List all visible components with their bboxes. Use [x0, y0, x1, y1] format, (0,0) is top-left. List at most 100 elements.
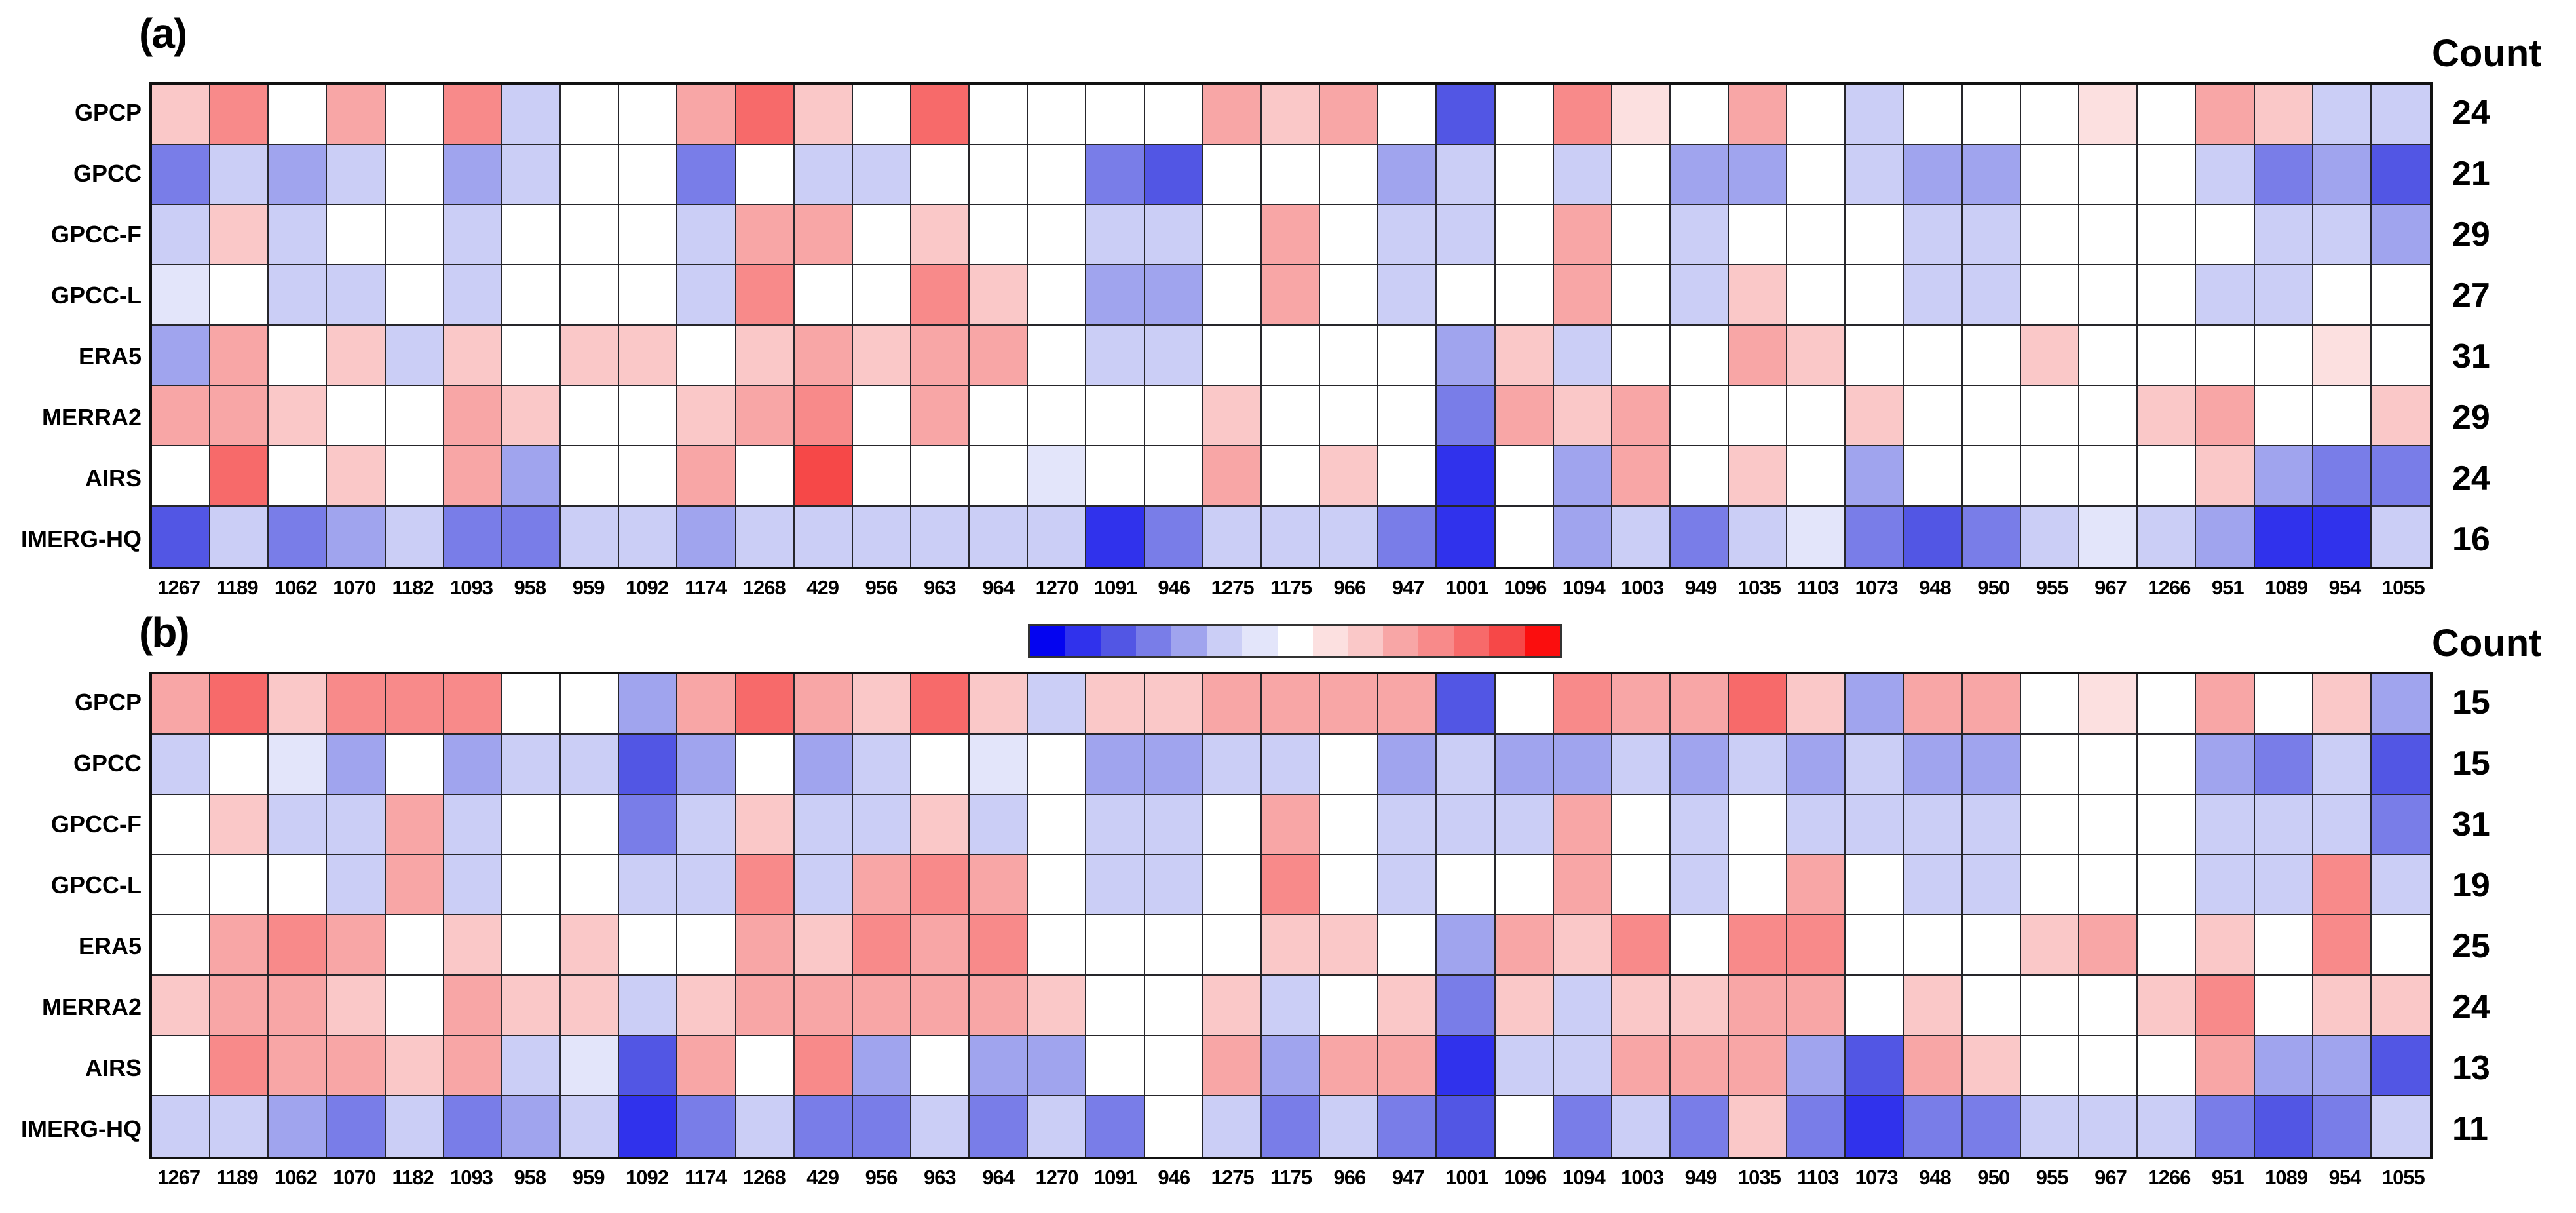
- heatmap-cell: [1028, 507, 1087, 567]
- heatmap-cell: [1145, 507, 1203, 567]
- heatmap-cell: [561, 326, 620, 386]
- heatmap-cell: [1437, 386, 1496, 446]
- heatmap-cell: [2371, 1036, 2430, 1096]
- heatmap-cell: [269, 1096, 328, 1157]
- x-tick-label: 429: [806, 576, 839, 599]
- heatmap-cell: [736, 85, 795, 145]
- x-tick-label: 1055: [2381, 1166, 2425, 1189]
- x-tick-label: 963: [923, 576, 957, 599]
- heatmap-cell: [677, 855, 736, 915]
- heatmap-cell: [1846, 735, 1904, 795]
- heatmap-cell: [1612, 1036, 1671, 1096]
- heatmap-cell: [1612, 915, 1671, 976]
- heatmap-cell: [1437, 507, 1496, 567]
- count-value: 25: [2452, 927, 2490, 965]
- heatmap-cell: [1203, 735, 1262, 795]
- heatmap-cell: [1028, 85, 1087, 145]
- heatmap-cell: [444, 386, 502, 446]
- heatmap-cell: [2138, 85, 2197, 145]
- heatmap-cell: [2254, 795, 2313, 855]
- heatmap-cell: [269, 674, 328, 735]
- heatmap-cell: [736, 1036, 795, 1096]
- heatmap-cell: [970, 1036, 1029, 1096]
- heatmap-cell: [1671, 915, 1730, 976]
- heatmap-cell: [1962, 85, 2021, 145]
- heatmap-cell: [1962, 976, 2021, 1036]
- heatmap-cell: [1028, 1096, 1087, 1157]
- heatmap-cell: [1553, 976, 1612, 1036]
- heatmap-cell: [1378, 855, 1437, 915]
- heatmap-cell: [210, 735, 269, 795]
- heatmap-cell: [1846, 386, 1904, 446]
- x-tick-label: 1096: [1504, 1166, 1547, 1189]
- heatmap-cell: [2313, 386, 2372, 446]
- heatmap-cell: [2196, 1036, 2255, 1096]
- heatmap-cell: [911, 507, 970, 567]
- heatmap-cell: [2196, 205, 2255, 265]
- heatmap-cell: [1904, 795, 1963, 855]
- heatmap-cell: [619, 205, 678, 265]
- heatmap-cell: [1729, 85, 1788, 145]
- heatmap-cell: [911, 855, 970, 915]
- heatmap-cell: [2254, 386, 2313, 446]
- heatmap-cell: [152, 674, 211, 735]
- heatmap-cell: [1671, 507, 1730, 567]
- heatmap-cell: [2020, 326, 2080, 386]
- x-tick-label: 1094: [1562, 1166, 1606, 1189]
- heatmap-cell: [619, 795, 678, 855]
- heatmap-cell: [152, 446, 211, 507]
- panel-b-count-column: 15 15 31 19 25 24 13 11: [2440, 672, 2575, 1159]
- heatmap-cell: [152, 735, 211, 795]
- heatmap-cell: [2196, 1096, 2255, 1157]
- heatmap-cell: [2254, 326, 2313, 386]
- count-value: 24: [2452, 93, 2490, 132]
- heatmap-cell: [1671, 145, 1730, 205]
- heatmap-cell: [2020, 795, 2080, 855]
- heatmap-cell: [1787, 915, 1846, 976]
- panel-b-label: (b): [139, 609, 190, 656]
- heatmap-cell: [1553, 85, 1612, 145]
- heatmap-cell: [1962, 735, 2021, 795]
- heatmap-cell: [2313, 915, 2372, 976]
- heatmap-cell: [444, 507, 502, 567]
- heatmap-cell: [2313, 735, 2372, 795]
- row-label: GPCC-F: [51, 810, 142, 838]
- heatmap-cell: [1846, 674, 1904, 735]
- heatmap-cell: [852, 446, 911, 507]
- heatmap-cell: [2196, 386, 2255, 446]
- x-tick-label: 946: [1158, 576, 1190, 599]
- heatmap-cell: [1553, 795, 1612, 855]
- heatmap-cell: [1553, 205, 1612, 265]
- heatmap-cell: [385, 265, 444, 326]
- colorbar-segment: [1241, 626, 1278, 656]
- heatmap-cell: [2371, 507, 2430, 567]
- heatmap-cell: [1261, 205, 1321, 265]
- heatmap-cell: [1495, 735, 1554, 795]
- heatmap-cell: [1846, 85, 1904, 145]
- heatmap-cell: [1320, 915, 1379, 976]
- heatmap-cell: [1553, 145, 1612, 205]
- heatmap-cell: [2196, 446, 2255, 507]
- heatmap-cell: [444, 976, 502, 1036]
- row-label: GPCC: [73, 749, 142, 777]
- heatmap-cell: [736, 1096, 795, 1157]
- heatmap-cell: [152, 855, 211, 915]
- heatmap-cell: [2313, 976, 2372, 1036]
- heatmap-cell: [1086, 976, 1145, 1036]
- x-tick-label: 1270: [1035, 576, 1079, 599]
- heatmap-cell: [1612, 976, 1671, 1036]
- heatmap-cell: [1261, 976, 1321, 1036]
- heatmap-cell: [2254, 1096, 2313, 1157]
- heatmap-cell: [736, 795, 795, 855]
- heatmap-cell: [2020, 85, 2080, 145]
- heatmap-cell: [619, 85, 678, 145]
- heatmap-cell: [1028, 915, 1087, 976]
- heatmap-cell: [152, 1096, 211, 1157]
- heatmap-cell: [444, 1096, 502, 1157]
- heatmap-cell: [677, 145, 736, 205]
- heatmap-cell: [1378, 507, 1437, 567]
- x-tick-label: 963: [923, 1166, 957, 1189]
- heatmap-cell: [385, 674, 444, 735]
- heatmap-cell: [210, 915, 269, 976]
- panel-b-x-axis-labels: 1267 1189 1062 1070 1182 1093 958 959 1092 1174 12…: [149, 1166, 2433, 1195]
